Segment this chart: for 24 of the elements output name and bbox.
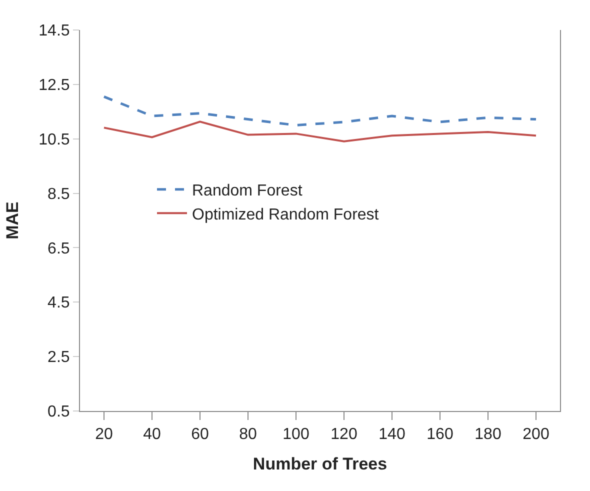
line-series [102, 95, 538, 126]
x-tick-label: 140 [378, 426, 406, 444]
x-tick-label: 200 [522, 426, 550, 444]
y-axis-title: MAE [3, 202, 22, 240]
legend-label: Optimized Random Forest [192, 206, 380, 224]
x-tick-label: 120 [330, 426, 358, 444]
y-tick-label: 12.5 [38, 77, 70, 94]
y-tick-label: 14.5 [38, 22, 70, 40]
y-tick-label: 10.5 [38, 131, 70, 148]
y-tick-label: 0.5 [48, 404, 70, 421]
x-tick-label: 80 [239, 426, 257, 444]
x-tick-label: 40 [143, 426, 161, 444]
y-tick-label: 4.5 [48, 294, 70, 312]
x-tick-label: 160 [426, 426, 454, 444]
y-tick-label: 8.5 [48, 186, 70, 203]
legend-label: Random Forest [192, 182, 303, 200]
x-tick-label: 180 [474, 426, 502, 444]
x-tick-label: 100 [282, 426, 310, 444]
line-series [103, 120, 537, 142]
x-tick-label: 20 [95, 426, 113, 444]
x-axis-title: Number of Trees [252, 454, 388, 474]
y-tick-label: 6.5 [48, 240, 70, 258]
x-tick-label: 60 [191, 426, 209, 444]
y-tick-label: 2.5 [48, 349, 70, 366]
